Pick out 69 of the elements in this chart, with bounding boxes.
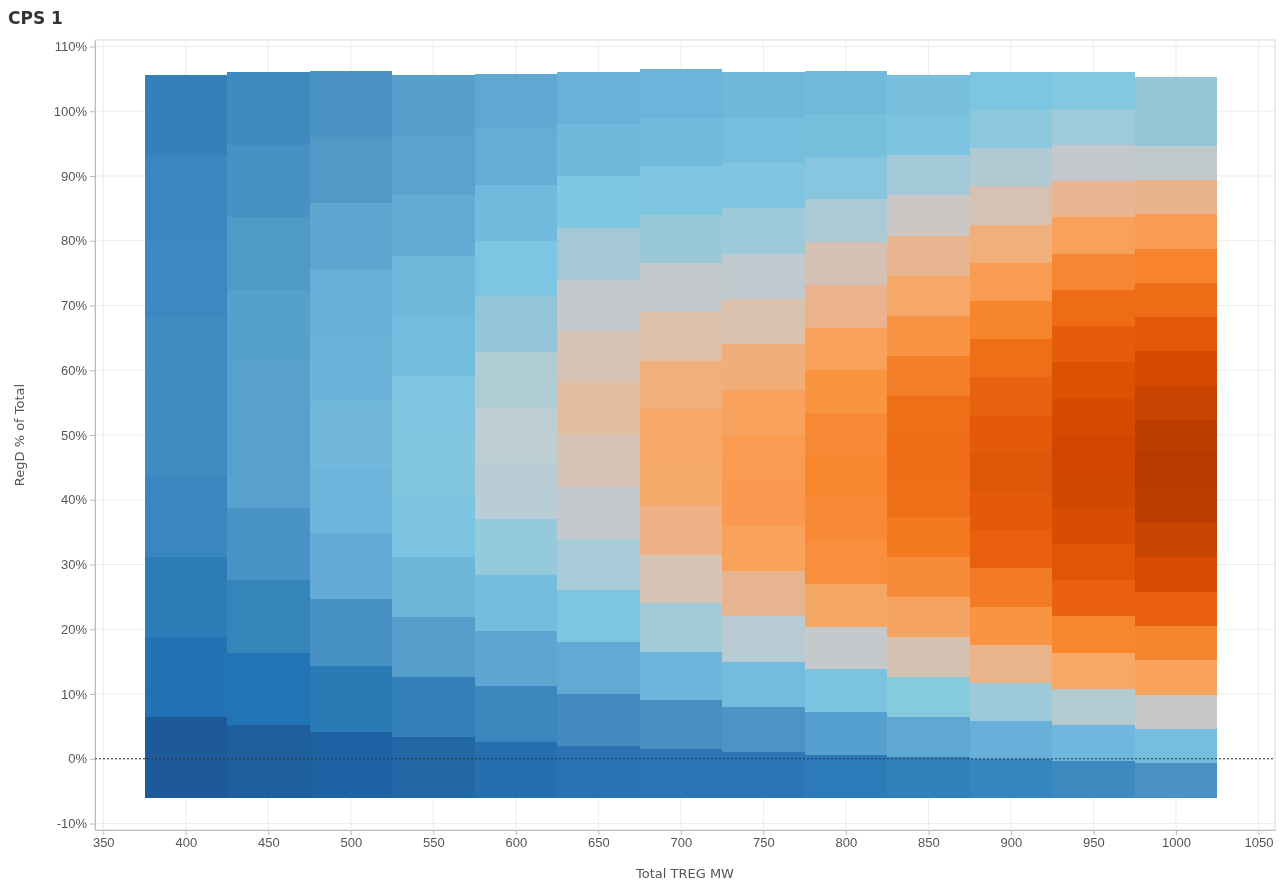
bar xyxy=(557,486,640,539)
x-tick-label: 1000 xyxy=(1162,835,1191,851)
bar xyxy=(887,155,970,196)
y-tick-label: 40% xyxy=(60,492,88,508)
bar xyxy=(969,186,1053,225)
y-axis-title: RegD % of Total xyxy=(12,383,27,487)
bar xyxy=(804,199,888,243)
x-tick-label: 450 xyxy=(257,835,280,851)
x-tick-label: 800 xyxy=(835,835,858,851)
y-tick-label: 0% xyxy=(68,751,88,767)
chart-title: CPS 1 xyxy=(8,8,63,28)
bar xyxy=(887,235,970,276)
bar xyxy=(887,356,970,397)
bar xyxy=(557,435,640,487)
bar xyxy=(1134,694,1218,729)
bar xyxy=(804,242,888,285)
x-tick-label: 550 xyxy=(422,835,445,851)
bar xyxy=(969,683,1053,722)
y-tick-label: 10% xyxy=(60,686,88,702)
y-tick-label: 100% xyxy=(53,103,88,119)
y-tick-label: 30% xyxy=(60,557,88,573)
y-tick-label: 20% xyxy=(60,621,88,637)
x-tick-label: 1050 xyxy=(1244,835,1274,851)
bar xyxy=(969,300,1053,340)
bar xyxy=(887,315,970,356)
bar xyxy=(804,284,888,328)
x-tick-label: 400 xyxy=(175,835,198,851)
y-tick-label: 50% xyxy=(60,427,88,443)
x-tick-label: 850 xyxy=(918,835,940,851)
x-tick-label: 350 xyxy=(92,835,115,851)
y-tick-label: -10% xyxy=(56,816,88,832)
bar xyxy=(309,599,393,666)
bar xyxy=(887,637,970,678)
bar xyxy=(969,644,1053,684)
y-tick-label: 90% xyxy=(60,168,88,184)
bar xyxy=(227,507,310,581)
bar xyxy=(887,195,970,236)
x-tick-label: 600 xyxy=(505,835,528,851)
bar xyxy=(969,109,1053,149)
bar xyxy=(639,603,723,652)
bar xyxy=(474,352,558,408)
bar xyxy=(804,626,888,670)
bar xyxy=(1134,763,1218,798)
bar xyxy=(969,606,1053,645)
bar xyxy=(639,506,723,555)
x-tick-label: 650 xyxy=(588,835,610,851)
x-tick-label: 500 xyxy=(340,835,363,851)
y-tick-label: 70% xyxy=(60,298,88,314)
bar xyxy=(474,519,558,575)
x-tick-label: 700 xyxy=(670,835,693,851)
bar xyxy=(887,275,970,316)
y-tick-label: 60% xyxy=(60,362,88,378)
bar xyxy=(969,224,1053,263)
bar xyxy=(557,538,640,591)
bar xyxy=(969,568,1053,607)
x-tick-label: 950 xyxy=(1083,835,1105,851)
bar xyxy=(969,148,1053,187)
bar xyxy=(639,554,723,604)
bar xyxy=(1052,688,1135,726)
bar xyxy=(722,616,805,662)
bar xyxy=(557,383,640,435)
x-axis-title: Total TREG MW xyxy=(635,866,735,881)
bar xyxy=(722,570,805,617)
bar xyxy=(474,296,558,353)
y-tick-label: 80% xyxy=(60,233,88,249)
y-tick-label: 110% xyxy=(54,39,88,55)
x-tick-label: 900 xyxy=(1000,835,1023,851)
x-tick-label: 750 xyxy=(753,835,775,851)
bar xyxy=(804,327,888,371)
